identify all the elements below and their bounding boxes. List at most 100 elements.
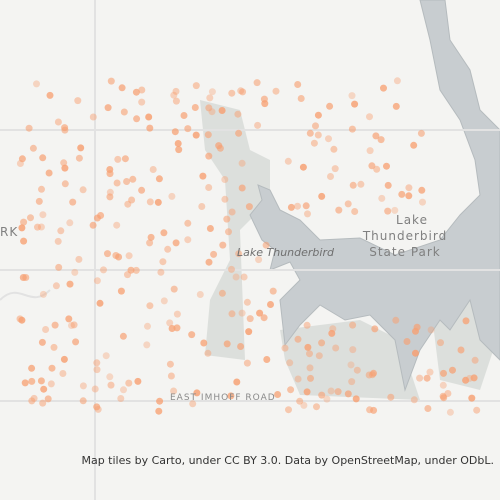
dot (260, 314, 268, 322)
dot (167, 372, 175, 380)
dot (238, 184, 246, 192)
dot (344, 390, 352, 398)
dot (462, 376, 470, 384)
dot (35, 197, 43, 205)
dot (57, 227, 65, 235)
dot (378, 194, 386, 202)
dot (398, 190, 406, 198)
park-label: State Park (369, 245, 441, 259)
dot (120, 108, 128, 116)
dot (349, 181, 357, 189)
dot (38, 185, 45, 193)
dot (156, 397, 164, 405)
dot (223, 215, 231, 223)
dot (66, 219, 74, 227)
dot (168, 192, 176, 200)
dot (306, 364, 314, 372)
dot (192, 131, 200, 139)
dot (310, 139, 318, 147)
dot (204, 131, 212, 139)
dot (235, 129, 243, 137)
dot (228, 265, 235, 273)
dot (28, 397, 36, 405)
dot (323, 395, 331, 403)
dot (193, 389, 201, 397)
dot (22, 274, 30, 281)
dot (133, 115, 141, 123)
dot (51, 321, 59, 329)
dot (175, 146, 183, 154)
dot (164, 245, 172, 253)
dot (470, 374, 478, 382)
dot (269, 287, 277, 295)
dot (238, 159, 246, 167)
dot (327, 387, 335, 395)
dot (66, 280, 74, 288)
dot (72, 338, 80, 346)
dot (334, 388, 342, 396)
dot (314, 131, 322, 139)
dot (307, 374, 314, 382)
dot (348, 92, 356, 100)
dot (16, 160, 24, 167)
dot (147, 233, 155, 241)
park-areas (200, 100, 500, 400)
dot (146, 302, 154, 310)
dot (27, 214, 34, 222)
dot (272, 87, 280, 95)
dot (120, 386, 127, 394)
dot (392, 102, 400, 110)
dot (440, 369, 447, 377)
dot (198, 203, 206, 210)
dot (75, 154, 83, 162)
dot (219, 241, 227, 249)
dot (330, 145, 338, 153)
dot (221, 176, 229, 183)
dot (54, 237, 62, 245)
dot (262, 241, 270, 249)
dot (104, 250, 111, 258)
dot (315, 352, 323, 360)
dot (267, 301, 274, 308)
dot (146, 124, 154, 132)
dot (138, 98, 146, 106)
dot (71, 268, 79, 276)
dot (16, 315, 24, 323)
dot (59, 370, 67, 377)
dot (243, 359, 251, 367)
dot (327, 173, 334, 180)
dot (89, 221, 97, 229)
dot (159, 258, 167, 266)
dot (21, 379, 29, 387)
dot (39, 290, 47, 298)
dot (206, 94, 214, 102)
dot (351, 208, 359, 215)
dot (129, 175, 137, 183)
dot (170, 387, 178, 395)
dot (172, 87, 180, 95)
dot (134, 377, 142, 385)
dot (371, 325, 379, 333)
dot (304, 210, 311, 218)
dot (174, 140, 182, 147)
dot (40, 385, 48, 393)
dot (274, 391, 282, 398)
dot (29, 144, 37, 152)
dot (285, 406, 292, 414)
dot (79, 186, 87, 194)
dot (427, 326, 435, 334)
dot (228, 310, 236, 318)
dot (61, 164, 69, 172)
dot (33, 80, 40, 88)
dot (306, 129, 314, 137)
dot (314, 111, 322, 119)
dot (417, 129, 425, 137)
dot (457, 346, 465, 354)
dot (160, 229, 168, 237)
dot (173, 310, 181, 318)
dot (410, 396, 418, 404)
dot (155, 407, 163, 415)
dot (189, 400, 197, 408)
attribution: Map tiles by Carto, under CC BY 3.0. Dat… (81, 454, 494, 467)
dot (125, 379, 133, 387)
